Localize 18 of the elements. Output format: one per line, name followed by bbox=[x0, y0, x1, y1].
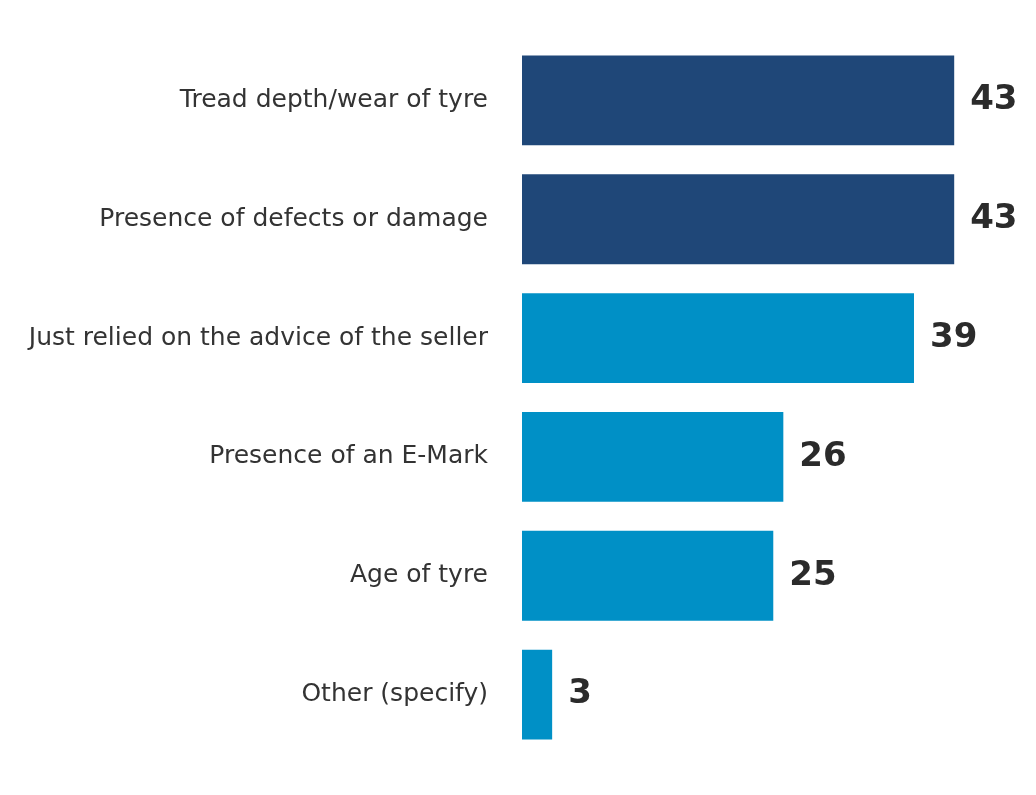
y-tick-label: Other (specify) bbox=[301, 678, 488, 708]
data-label: 26 bbox=[799, 433, 847, 474]
bar bbox=[522, 293, 914, 383]
y-tick-label: Presence of defects or damage bbox=[99, 202, 488, 232]
bar bbox=[522, 174, 955, 265]
y-tick-label: Age of tyre bbox=[349, 559, 488, 589]
y-tick-label: Just relied on the advice of the seller bbox=[26, 321, 489, 351]
bar bbox=[522, 530, 774, 621]
y-tick-label: Presence of an E-Mark bbox=[209, 440, 489, 470]
data-label: 43 bbox=[970, 77, 1018, 118]
y-tick-label: Tread depth/wear of tyre bbox=[178, 83, 488, 113]
data-label: 3 bbox=[568, 671, 592, 712]
bar bbox=[522, 55, 955, 146]
data-label: 43 bbox=[970, 196, 1018, 237]
data-label: 25 bbox=[789, 552, 837, 593]
bar bbox=[522, 412, 784, 502]
data-label: 39 bbox=[930, 314, 978, 355]
bar bbox=[522, 649, 553, 740]
